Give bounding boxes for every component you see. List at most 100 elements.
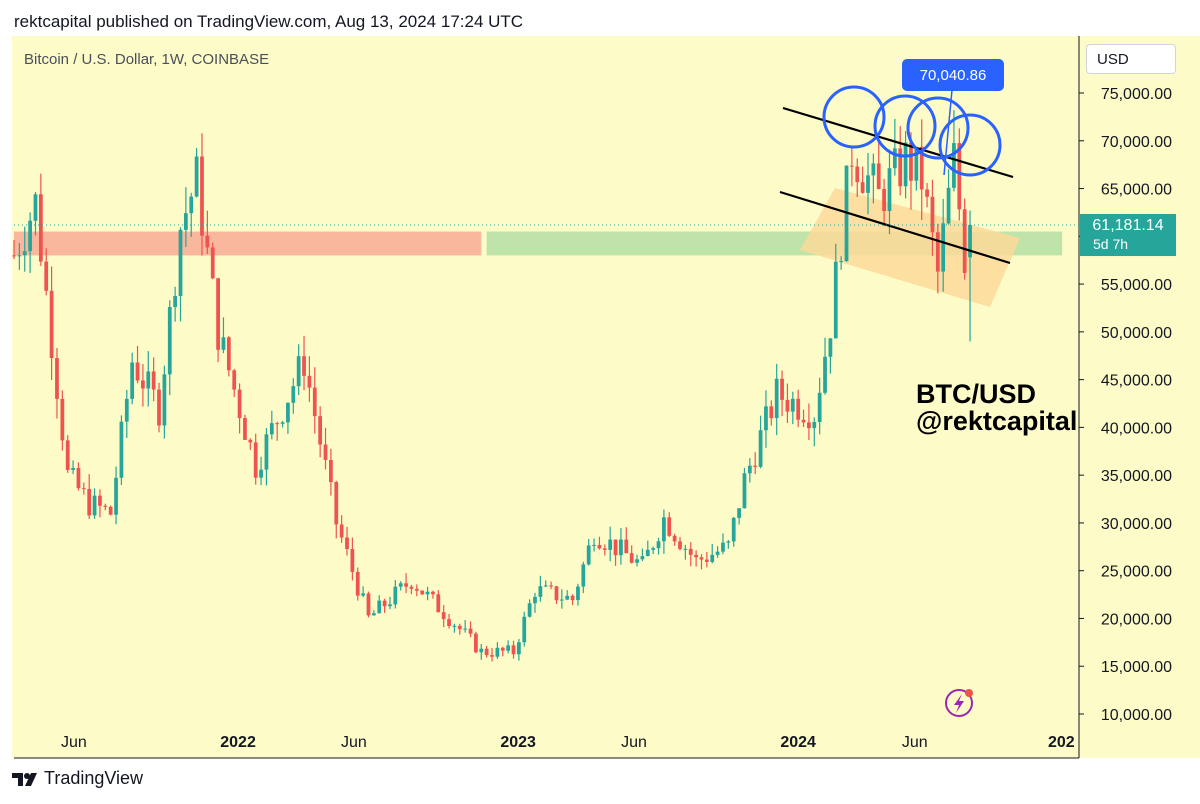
candle <box>678 536 682 551</box>
candle <box>640 548 645 562</box>
watermark-pair: BTC/USD <box>916 379 1036 409</box>
candle <box>490 647 494 662</box>
candle <box>414 584 419 597</box>
candle <box>570 594 575 606</box>
candle <box>683 544 688 560</box>
candle <box>441 604 446 628</box>
candle <box>33 191 38 236</box>
candle <box>366 591 371 618</box>
candle <box>807 403 811 441</box>
candle <box>253 433 258 485</box>
candle <box>420 590 425 595</box>
candle <box>226 336 231 377</box>
candle <box>581 561 586 594</box>
candle <box>146 351 151 407</box>
candle <box>479 643 484 660</box>
x-tick-label: Jun <box>341 734 367 751</box>
candle <box>968 210 972 342</box>
candle <box>828 338 833 374</box>
candle <box>355 567 360 601</box>
tradingview-brand: TradingView <box>44 768 144 788</box>
candle <box>60 390 65 451</box>
candle <box>474 631 478 654</box>
candle <box>543 580 548 588</box>
candle <box>318 406 323 458</box>
y-tick-label: 70,000.00 <box>1101 134 1172 151</box>
candle <box>302 335 306 391</box>
y-tick-label: 55,000.00 <box>1101 277 1172 294</box>
y-tick-label: 45,000.00 <box>1101 373 1172 390</box>
candle <box>210 242 215 280</box>
watermark-handle: @rektcapital <box>916 406 1077 436</box>
candle <box>549 581 553 590</box>
candle <box>597 536 602 550</box>
alert-icon[interactable] <box>945 689 973 717</box>
candle <box>952 110 956 192</box>
candle <box>516 638 521 661</box>
y-tick-label: 65,000.00 <box>1101 182 1172 199</box>
candles-layer <box>12 110 972 662</box>
candle <box>688 542 693 567</box>
candle <box>892 118 897 176</box>
candle <box>76 462 81 491</box>
currency-selector[interactable]: USD <box>1086 44 1176 74</box>
candle <box>796 389 801 428</box>
candle <box>769 400 774 426</box>
candle <box>941 198 946 292</box>
chart-area[interactable] <box>12 36 1200 758</box>
candle <box>694 550 699 567</box>
candle <box>833 243 838 339</box>
candle <box>506 640 511 654</box>
candle <box>157 382 161 433</box>
candle <box>119 415 124 486</box>
candle <box>538 575 543 602</box>
candle <box>151 357 156 402</box>
candle <box>903 131 908 199</box>
time-scale: Jun 2022 Jun 2023 Jun 2024 Jun 202 <box>14 734 1079 759</box>
candle <box>699 554 704 570</box>
candle <box>409 584 414 595</box>
candle <box>898 126 903 196</box>
candle <box>484 645 489 658</box>
candle <box>656 537 661 555</box>
candle <box>371 610 376 616</box>
candle <box>275 421 280 441</box>
candle <box>194 147 199 198</box>
candle <box>533 592 537 613</box>
candle <box>248 438 253 450</box>
candle <box>388 596 392 610</box>
candle <box>839 256 844 270</box>
candle <box>790 391 795 425</box>
candle <box>71 460 75 474</box>
candle <box>232 368 237 398</box>
candle <box>55 348 59 419</box>
candle <box>511 640 516 659</box>
y-tick-label: 10,000.00 <box>1101 707 1172 724</box>
x-tick-label: 2022 <box>220 734 256 751</box>
candle <box>205 210 210 254</box>
candle <box>87 474 92 519</box>
candle <box>554 585 559 604</box>
candle <box>619 528 623 565</box>
last-price-tag <box>1080 214 1176 257</box>
candle <box>377 595 382 614</box>
candle <box>382 598 387 613</box>
candle <box>334 480 339 539</box>
x-tick-label: Jun <box>61 734 87 751</box>
candle <box>909 132 913 210</box>
callout-pointer <box>943 89 953 176</box>
candle <box>457 623 462 635</box>
candle <box>124 389 129 438</box>
channel-band <box>800 188 1020 307</box>
resistance-circle-3 <box>906 96 970 160</box>
candle <box>108 505 113 516</box>
callout-box <box>902 59 1004 91</box>
candle <box>624 527 629 554</box>
candle <box>726 540 731 549</box>
candle <box>398 581 403 591</box>
candle <box>162 365 167 439</box>
last-price-value: 61,181.14 <box>1092 217 1163 234</box>
candle <box>216 277 220 363</box>
symbol-title: Bitcoin / U.S. Dollar, 1W, COINBASE <box>24 51 270 68</box>
